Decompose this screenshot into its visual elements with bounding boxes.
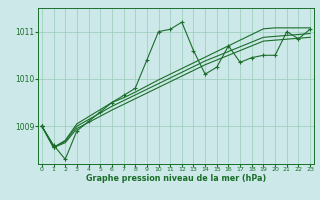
X-axis label: Graphe pression niveau de la mer (hPa): Graphe pression niveau de la mer (hPa) [86,174,266,183]
